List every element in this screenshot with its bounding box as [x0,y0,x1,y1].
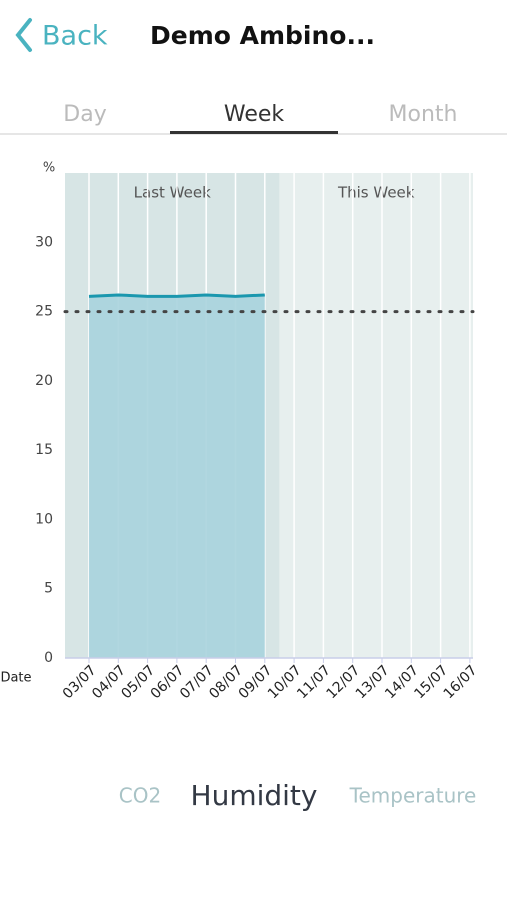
line [88,293,265,298]
y-tick-label: 10 [35,511,53,527]
chart: Last Week This Week05101520253003/0704/07… [0,161,480,703]
y-tick-label: 20 [35,373,53,389]
back-icon[interactable] [15,18,32,52]
sensor-tab[interactable]: Humidity [191,779,318,812]
region-label: This Week [337,184,415,202]
tab-indicator [170,131,338,134]
tab-bar: Day Week Month [63,102,457,134]
y-axis-label: % [43,161,55,176]
region [279,173,473,658]
back-button[interactable]: Back [42,21,108,52]
sensor-tab[interactable]: Temperature [349,784,477,808]
header-title: Demo Ambino... [150,21,375,50]
y-tick-label: 25 [35,304,53,320]
tab[interactable]: Week [224,102,285,127]
area [89,294,265,658]
y-tick-label: 5 [44,581,53,597]
tab[interactable]: Month [389,102,458,127]
y-tick-label: 0 [44,650,53,666]
tab[interactable]: Day [63,102,106,127]
y-tick-label: 15 [35,442,53,458]
region-label: Last Week [134,184,211,202]
x-tick-label: 16/07 [441,662,481,702]
sensor-bar: CO2 Humidity Temperature [119,779,477,812]
x-axis-label: Date [0,671,31,686]
sensor-tab[interactable]: CO2 [119,784,161,808]
y-tick-label: 30 [35,234,53,250]
